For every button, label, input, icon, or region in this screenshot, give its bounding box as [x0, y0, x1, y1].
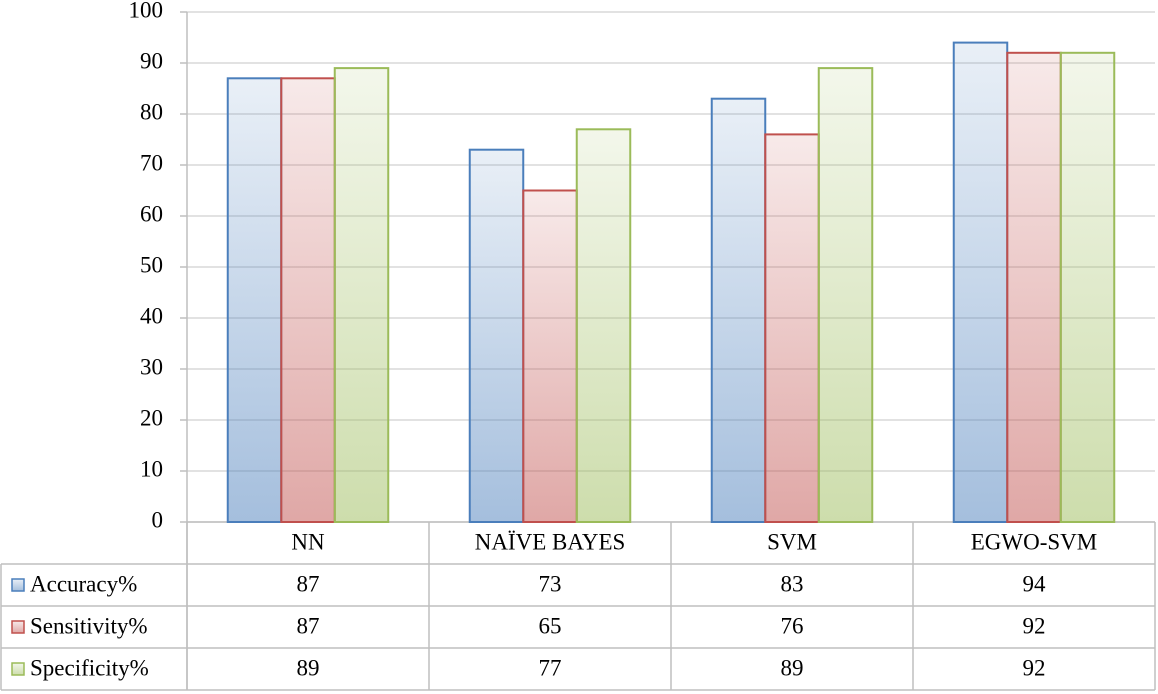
- y-tick-label: 30: [140, 354, 163, 379]
- bar: [710, 97, 767, 523]
- table-value: 87: [297, 613, 320, 638]
- table-value: 94: [1023, 571, 1047, 596]
- bar: [575, 128, 632, 524]
- bar: [522, 189, 578, 523]
- legend-label: Accuracy%: [30, 571, 137, 596]
- y-tick-label: 0: [152, 507, 164, 532]
- legend-key: [11, 578, 25, 592]
- y-tick-label: 90: [140, 48, 163, 73]
- bar: [280, 77, 336, 524]
- y-tick-label: 100: [129, 0, 164, 22]
- legend-key: [11, 662, 25, 676]
- table-value: 83: [781, 571, 804, 596]
- legend-label: Sensitivity%: [30, 613, 148, 638]
- y-tick-label: 70: [140, 150, 163, 175]
- table-value: 77: [539, 655, 562, 680]
- bar: [1059, 51, 1116, 524]
- bar: [333, 67, 390, 523]
- y-tick-label: 80: [140, 99, 163, 124]
- category-label: SVM: [767, 529, 817, 554]
- y-tick-label: 50: [140, 252, 163, 277]
- bar: [226, 77, 283, 524]
- y-tick-label: 20: [140, 405, 163, 430]
- category-label: EGWO-SVM: [971, 529, 1098, 554]
- y-tick-label: 40: [140, 303, 163, 328]
- bar: [764, 133, 820, 523]
- table-value: 89: [781, 655, 804, 680]
- bar: [817, 67, 874, 523]
- table-value: 76: [781, 613, 804, 638]
- category-label: NAÏVE BAYES: [475, 529, 626, 554]
- y-tick-label: 10: [140, 456, 163, 481]
- table-value: 92: [1023, 613, 1046, 638]
- bar: [952, 41, 1009, 523]
- legend-key: [11, 620, 25, 634]
- category-label: NN: [291, 529, 325, 554]
- table-value: 89: [297, 655, 320, 680]
- table-value: 92: [1023, 655, 1046, 680]
- bar: [1006, 51, 1062, 524]
- y-tick-label: 60: [140, 201, 163, 226]
- table-value: 87: [297, 571, 320, 596]
- table-value: 73: [539, 571, 562, 596]
- bar: [468, 148, 525, 523]
- table-value: 65: [539, 613, 562, 638]
- legend-label: Specificity%: [30, 655, 149, 680]
